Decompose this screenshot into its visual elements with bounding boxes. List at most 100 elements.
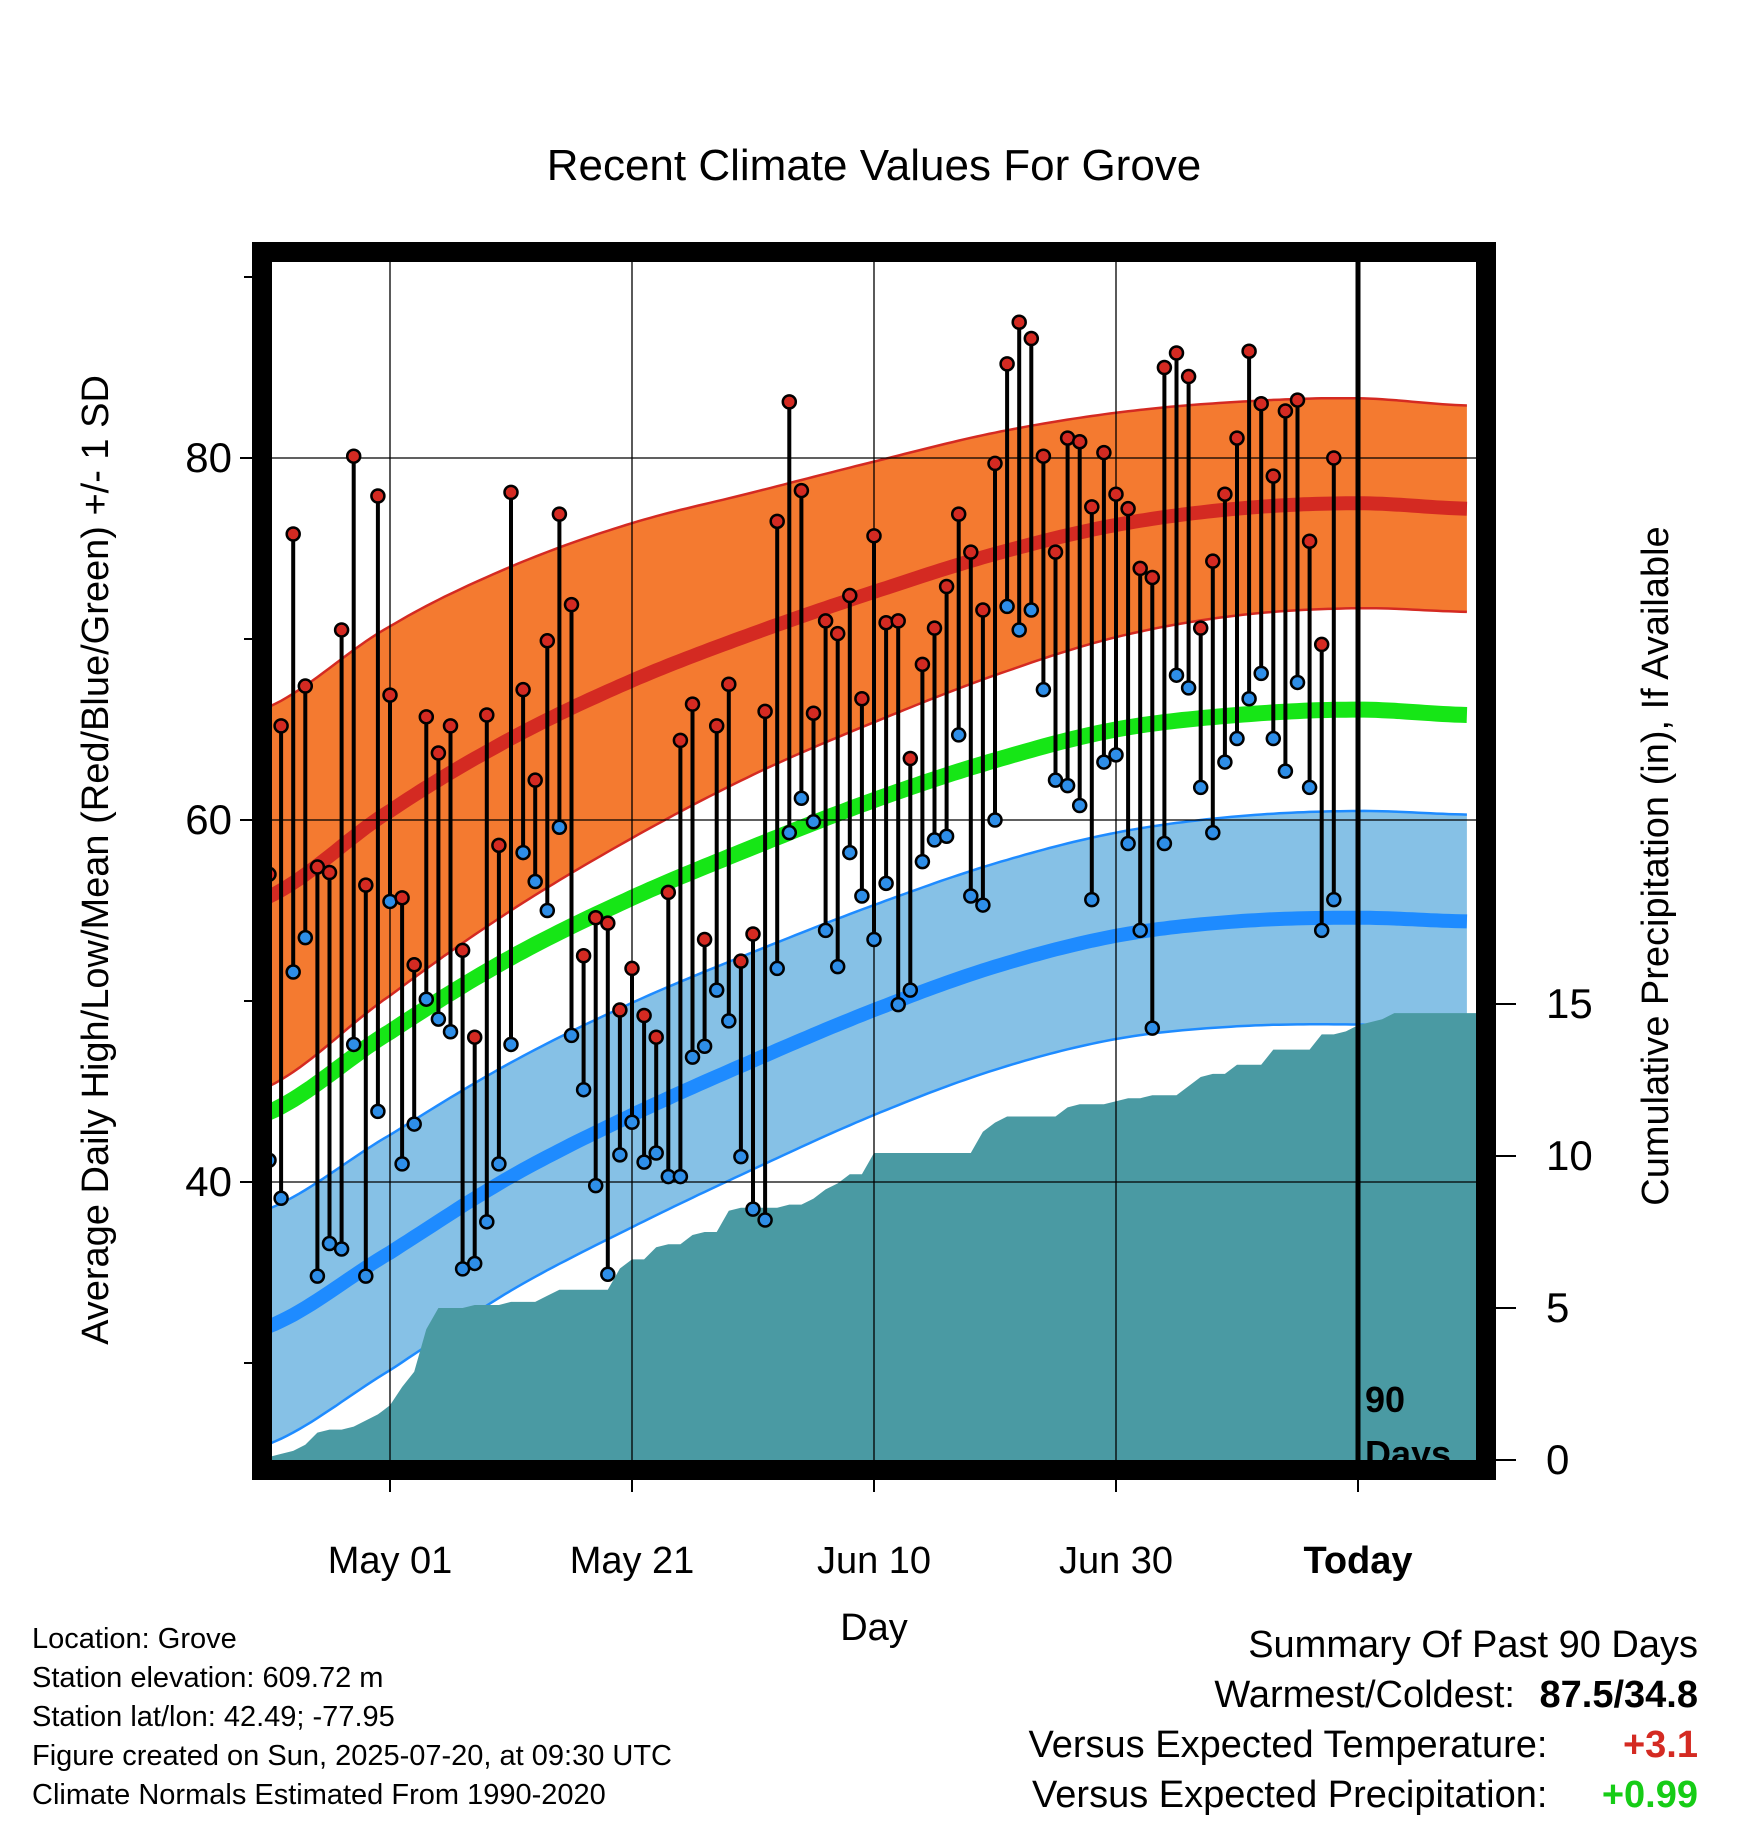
daily-high-point [1180, 368, 1197, 385]
daily-high-point [333, 622, 350, 638]
daily-high-point [454, 942, 471, 959]
y2-tick-label: 10 [1546, 1132, 1593, 1179]
daily-high-point [1313, 636, 1330, 653]
daily-high-point [914, 656, 931, 673]
daily-high-point [1168, 345, 1185, 361]
daily-high-point [551, 506, 568, 522]
daily-low-point [394, 1156, 410, 1172]
daily-low-point [987, 812, 1003, 828]
daily-high-point [1047, 544, 1064, 560]
daily-low-point [515, 844, 531, 861]
daily-low-point [878, 875, 894, 892]
daily-low-point [491, 1156, 507, 1172]
daily-low-point [1120, 835, 1136, 852]
daily-high-point [491, 837, 507, 854]
daily-low-point [854, 888, 870, 904]
daily-low-point [1108, 747, 1124, 763]
daily-high-point [1132, 560, 1148, 577]
temperature-anomaly-value: +3.1 [1622, 1724, 1698, 1766]
daily-high-point [926, 620, 943, 636]
daily-low-point [1326, 891, 1342, 908]
daily-low-point [1144, 1020, 1161, 1036]
warmest-coldest-label: Warmest/Coldest: [1214, 1674, 1515, 1716]
daily-low-point [1229, 730, 1245, 747]
daily-low-point [1156, 835, 1173, 852]
low-band-upper-edge [262, 809, 1467, 1213]
daily-high-point [1023, 330, 1040, 347]
daily-low-point [1192, 779, 1209, 796]
daily-high-point [866, 528, 882, 544]
daily-low-point [793, 790, 810, 807]
daily-low-point [551, 819, 568, 835]
y2-axis-label: Cumulative Precipitation (in), If Availa… [1635, 526, 1677, 1205]
daily-high-point [938, 578, 955, 595]
daily-low-point [575, 1081, 592, 1098]
daily-low-point [1301, 779, 1318, 796]
daily-low-point [370, 1103, 386, 1120]
precipitation-anomaly-label: Versus Expected Precipitation: [1032, 1774, 1548, 1816]
low-sd-band [262, 810, 1467, 1447]
x-tick-label: Jun 10 [817, 1540, 931, 1582]
daily-high-point [587, 909, 604, 926]
daily-low-point [950, 727, 967, 743]
temperature-anomaly-label: Versus Expected Temperature: [1028, 1724, 1548, 1766]
daily-low-point [999, 598, 1015, 615]
x-tick-label: May 01 [328, 1540, 453, 1582]
daily-low-point [721, 1013, 737, 1029]
daily-high-point [1144, 569, 1161, 586]
daily-high-point [1096, 444, 1112, 461]
daily-high-point [878, 614, 894, 631]
climate-normals-period: Climate Normals Estimated From 1990-2020 [32, 1779, 606, 1811]
daily-low-point [696, 1038, 713, 1054]
daily-high-point [1035, 448, 1052, 464]
daily-low-point [684, 1049, 701, 1065]
daily-low-point [333, 1241, 350, 1257]
daily-low-point [466, 1255, 483, 1272]
daily-high-point [757, 703, 773, 720]
daily-high-point [781, 394, 798, 410]
daily-high-point [1229, 430, 1245, 446]
daily-high-point [1253, 395, 1269, 412]
daily-low-point [1084, 891, 1100, 908]
daily-high-point [769, 513, 785, 530]
daily-high-point [273, 718, 289, 734]
daily-high-point [575, 948, 592, 964]
daily-low-point [805, 814, 822, 830]
precipitation-anomaly-row: Versus Expected Precipitation: +0.99 [1029, 1770, 1698, 1820]
daily-high-point [297, 678, 314, 694]
daily-high-point [370, 488, 386, 504]
y-tick-label: 80 [185, 434, 232, 481]
daily-low-point [1011, 622, 1027, 638]
daily-low-point [1217, 754, 1233, 770]
daily-high-point [382, 687, 398, 703]
daily-low-point [539, 902, 556, 919]
daily-low-point [297, 929, 314, 946]
daily-low-point [829, 958, 846, 975]
daily-high-point [345, 448, 362, 464]
daily-low-point [1096, 754, 1112, 770]
daily-low-point [612, 1147, 628, 1163]
daily-low-point [1265, 730, 1282, 747]
temperature-anomaly-row: Versus Expected Temperature: +3.1 [1029, 1720, 1698, 1770]
daily-low-point [600, 1266, 616, 1283]
daily-low-point [745, 1201, 761, 1217]
daily-high-point [672, 732, 689, 749]
daily-low-point [624, 1114, 640, 1131]
y2-tick-label: 5 [1546, 1284, 1569, 1331]
daily-low-point [817, 922, 834, 939]
daily-high-point [696, 931, 713, 948]
daily-high-point [1241, 343, 1257, 359]
station-elevation: Station elevation: 609.72 m [32, 1662, 384, 1694]
daily-high-point [733, 953, 749, 969]
station-latlon: Station lat/lon: 42.49; -77.95 [32, 1701, 395, 1733]
daily-high-point [563, 596, 580, 613]
daily-low-point [454, 1261, 471, 1277]
daily-low-point [842, 844, 858, 861]
daily-high-point [515, 681, 531, 698]
normal-high-line [262, 496, 1468, 908]
daily-low-point [1313, 922, 1330, 939]
daily-high-point [503, 484, 519, 501]
daily-high-point [1326, 450, 1342, 466]
daily-high-point [430, 745, 447, 761]
